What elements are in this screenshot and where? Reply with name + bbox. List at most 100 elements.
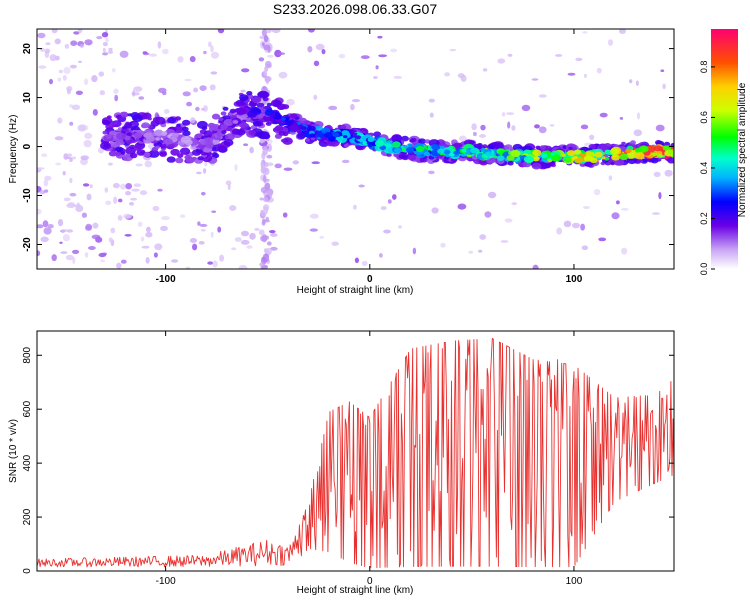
colorbar-label: Normalized spectral amplitude xyxy=(737,82,748,217)
noise-blob xyxy=(472,131,477,137)
ridge-blob xyxy=(464,149,472,155)
noise-blob xyxy=(589,134,595,140)
noise-blob xyxy=(360,55,370,59)
noise-blob xyxy=(217,29,225,34)
ridge-blob xyxy=(374,140,385,147)
noise-blob xyxy=(480,124,486,131)
ridge-blob xyxy=(251,96,262,104)
noise-blob xyxy=(92,222,99,229)
ridge-blob xyxy=(470,147,479,154)
ridge-blob xyxy=(120,151,126,155)
ridge-blob xyxy=(100,141,111,150)
noise-blob xyxy=(286,98,295,106)
noise-blob xyxy=(107,50,114,54)
ridge-blob xyxy=(236,129,246,136)
ridge-blob xyxy=(289,124,299,132)
noise-blob xyxy=(91,234,101,240)
noise-blob xyxy=(261,42,265,47)
noise-blob xyxy=(431,207,439,214)
ridge-blob xyxy=(117,127,123,131)
ridge-blob xyxy=(588,143,597,150)
ridge-blob xyxy=(550,154,561,162)
noise-blob xyxy=(37,167,45,170)
ridge-blob xyxy=(226,126,233,132)
noise-blob xyxy=(278,71,288,79)
noise-blob xyxy=(114,94,119,102)
ridge-blob xyxy=(262,97,269,102)
ridge-blob xyxy=(543,145,553,152)
noise-blob xyxy=(484,211,492,218)
colorbar-ticks: 0.0 0.2 0.4 0.6 0.8 xyxy=(699,61,715,276)
ridge-blob xyxy=(406,146,415,153)
noise-blob xyxy=(89,184,93,189)
ridge-blob xyxy=(535,145,541,150)
ridge-blob xyxy=(486,144,495,151)
noise-blob xyxy=(43,179,49,187)
ridge-blob xyxy=(257,90,269,99)
ridge-blob xyxy=(220,111,227,116)
ridge-blob xyxy=(309,133,315,137)
noise-blob xyxy=(86,193,92,201)
ridge-blob xyxy=(221,130,227,135)
noise-blob xyxy=(580,223,585,231)
colorbar-gradient xyxy=(711,29,738,269)
ridge-blob xyxy=(437,148,445,154)
noise-blob xyxy=(507,121,511,129)
noise-blob xyxy=(292,160,299,165)
noise-blob xyxy=(538,94,547,98)
noise-blob xyxy=(145,231,153,238)
noise-blob xyxy=(49,78,53,85)
noise-blob xyxy=(262,167,270,176)
noise-blob xyxy=(658,192,662,200)
noise-blob xyxy=(177,56,184,63)
noise-blob xyxy=(66,88,71,95)
noise-blob xyxy=(62,234,70,242)
ridge-blob xyxy=(619,153,629,161)
noise-blob xyxy=(102,52,109,56)
noise-blob xyxy=(119,50,129,58)
ridge-blob xyxy=(229,108,237,114)
noise-blob xyxy=(378,54,388,58)
ridge-blob xyxy=(285,120,293,126)
noise-blob xyxy=(92,109,98,116)
colorbar-tick-label: 0.2 xyxy=(699,212,709,225)
noise-blob xyxy=(142,51,148,54)
noise-blob xyxy=(341,159,350,164)
ridge-blob xyxy=(154,129,164,136)
noise-blob xyxy=(78,60,82,64)
noise-blob xyxy=(429,112,434,118)
noise-blob xyxy=(583,73,587,78)
ridge-blob xyxy=(182,119,191,126)
snr-ylabel: SNR (10 * v/v) xyxy=(8,419,19,483)
noise-blob xyxy=(633,129,643,137)
ridge-blob xyxy=(423,151,431,157)
noise-blob xyxy=(162,48,169,55)
ridge-blob xyxy=(493,155,498,159)
noise-blob xyxy=(66,153,73,157)
noise-blob xyxy=(210,45,214,53)
x-tick-label: 0 xyxy=(367,576,373,587)
noise-blob xyxy=(555,54,563,57)
ridge-blob xyxy=(367,137,375,143)
ridge-blob xyxy=(461,149,467,153)
noise-blob xyxy=(130,197,138,201)
noise-blob xyxy=(532,264,539,269)
ridge-blob xyxy=(115,146,124,153)
noise-blob xyxy=(267,143,272,152)
noise-blob xyxy=(65,254,74,261)
noise-blob xyxy=(479,134,486,138)
ridge-blob xyxy=(278,130,286,136)
noise-blob xyxy=(104,187,109,193)
ridge-blob xyxy=(281,117,286,121)
noise-blob xyxy=(120,259,127,264)
ridge-blob xyxy=(301,126,307,131)
colorbar-tick-label: 0.0 xyxy=(699,263,709,276)
ridge-blob xyxy=(642,158,648,163)
ridge-blob xyxy=(236,107,247,115)
noise-blob xyxy=(66,203,76,209)
noise-blob xyxy=(260,211,266,217)
noise-blob xyxy=(64,43,70,49)
noise-blob xyxy=(60,251,68,255)
noise-blob xyxy=(208,41,212,48)
noise-blob xyxy=(51,29,58,34)
